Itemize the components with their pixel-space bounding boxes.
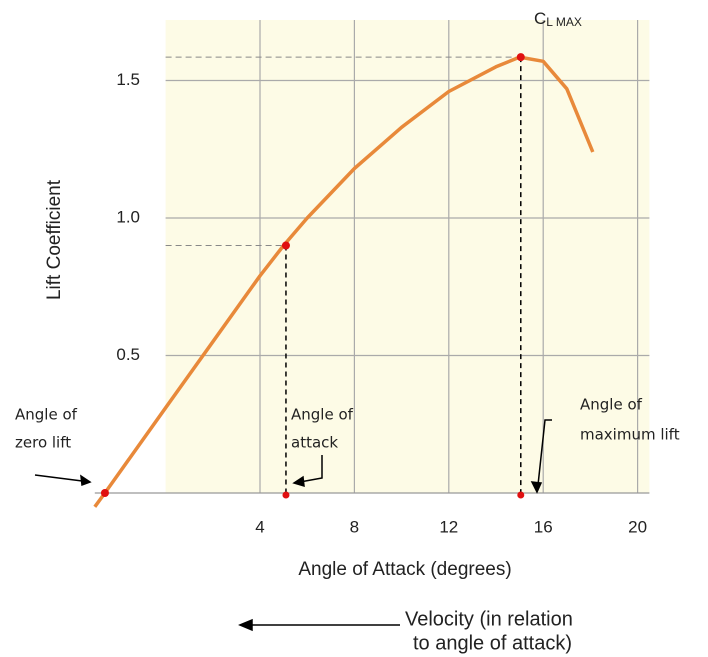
x-tick-label: 12: [439, 517, 458, 536]
y-axis-label: Lift Coefficient: [44, 179, 65, 300]
annotation: Angle of: [580, 396, 643, 414]
x-axis-label: Angle of Attack (degrees): [298, 559, 511, 580]
x-tick-label: 8: [350, 517, 359, 536]
annotation: maximum lift: [580, 426, 680, 444]
cl-sub: L MAX: [546, 15, 582, 29]
cl-main: C: [534, 9, 546, 28]
annotation-arrows: [34, 419, 552, 632]
plot-layer: 4 8 12 16 20 0.5 1.0 1.5: [93, 20, 650, 536]
x-tick-label: 16: [534, 517, 553, 536]
cl-max-label: CL MAX: [534, 9, 582, 29]
marker: [100, 489, 109, 497]
marker: [281, 241, 290, 250]
y-tick-label: 0.5: [116, 345, 140, 364]
arrowhead: [80, 474, 92, 487]
plot-background: [165, 20, 650, 493]
arrowhead: [238, 618, 253, 632]
y-tick-label: 1.5: [116, 70, 140, 89]
arrowhead: [530, 481, 543, 494]
x-tick-label: 20: [628, 517, 647, 536]
velocity-note: Velocity (in relation: [405, 608, 573, 630]
annotation: Angle of: [291, 406, 354, 424]
axis-marker: [517, 491, 525, 499]
x-tick-label: 4: [255, 517, 264, 536]
axis-marker: [282, 491, 290, 499]
arrow: [537, 419, 552, 486]
annotation: zero lift: [15, 434, 71, 452]
annotation: attack: [291, 434, 338, 452]
lift-curve: [93, 55, 595, 508]
y-tick-label: 1.0: [116, 207, 140, 226]
arrowhead: [292, 475, 305, 488]
annotation: Angle of: [15, 406, 78, 424]
velocity-note: to angle of attack): [413, 632, 572, 654]
marker: [516, 53, 525, 62]
arrow: [299, 455, 323, 483]
